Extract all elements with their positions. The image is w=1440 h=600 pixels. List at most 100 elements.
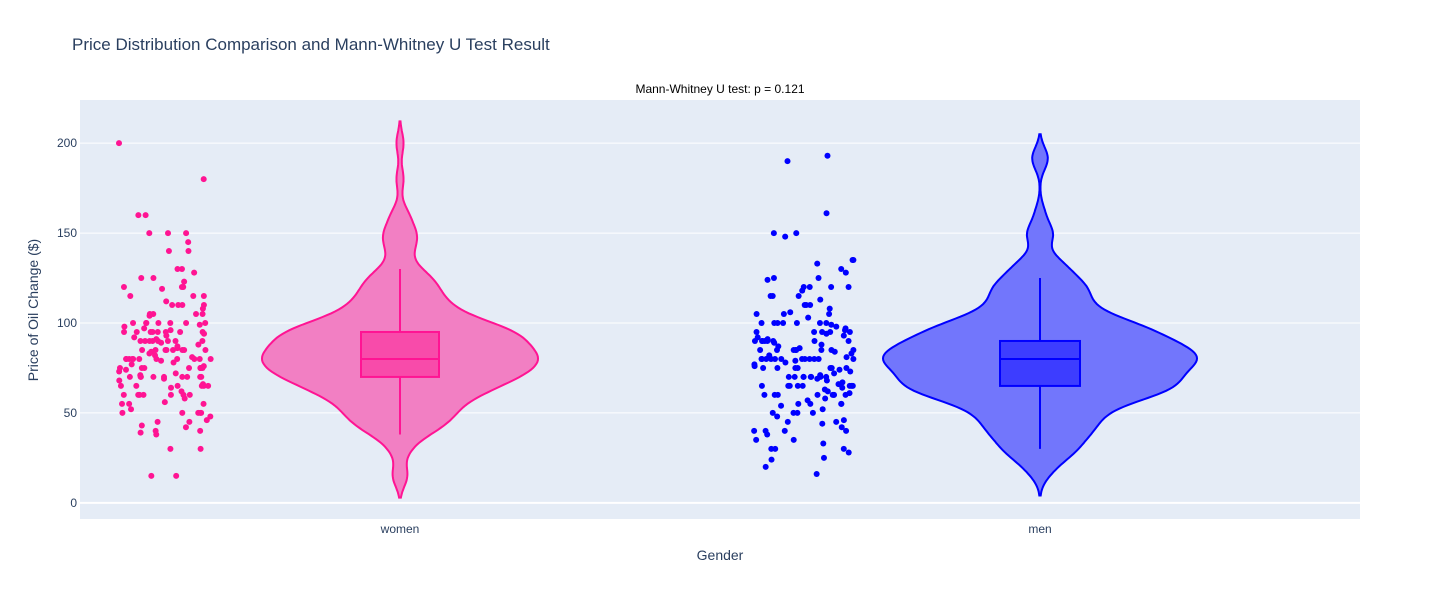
data-point	[828, 284, 835, 291]
data-point	[200, 176, 207, 183]
data-point	[155, 319, 162, 326]
data-point	[782, 359, 789, 366]
data-point	[202, 319, 209, 326]
data-point	[770, 230, 777, 237]
data-point	[199, 305, 206, 312]
data-point	[120, 284, 127, 291]
data-point	[138, 275, 145, 282]
data-point	[120, 391, 127, 398]
data-point	[790, 409, 797, 416]
data-point	[819, 406, 826, 413]
data-point	[202, 346, 209, 353]
data-point	[840, 445, 847, 452]
data-point	[142, 212, 149, 219]
data-point	[835, 381, 842, 388]
data-point	[175, 302, 182, 309]
box-iqr	[360, 330, 440, 378]
data-point	[172, 370, 179, 377]
x-axis-title: Gender	[697, 547, 744, 563]
data-point	[814, 391, 821, 398]
data-point	[819, 420, 826, 427]
y-axis-title: Price of Oil Change ($)	[25, 239, 41, 381]
data-point	[201, 330, 208, 337]
data-point	[186, 364, 193, 371]
data-point	[186, 418, 193, 425]
data-point	[820, 454, 827, 461]
data-point	[138, 364, 145, 371]
data-point	[814, 260, 821, 267]
data-point	[806, 284, 813, 291]
data-point	[811, 355, 818, 362]
data-point	[811, 337, 818, 344]
data-point	[154, 328, 161, 335]
data-point	[165, 248, 172, 255]
data-point	[782, 233, 789, 240]
data-point	[771, 339, 778, 346]
data-point	[135, 212, 142, 219]
data-point	[126, 373, 133, 380]
data-point	[843, 364, 850, 371]
data-point	[154, 418, 161, 425]
data-point	[840, 417, 847, 424]
data-point	[753, 436, 760, 443]
data-point	[123, 355, 130, 362]
data-point	[847, 368, 854, 375]
data-point	[843, 427, 850, 434]
data-point	[133, 328, 140, 335]
data-point	[165, 230, 172, 237]
data-point	[840, 332, 847, 339]
data-point	[784, 418, 791, 425]
data-point	[751, 337, 758, 344]
data-point	[814, 375, 821, 382]
data-point	[143, 319, 150, 326]
data-point	[807, 373, 814, 380]
data-point	[179, 373, 186, 380]
data-point	[811, 328, 818, 335]
data-point	[823, 377, 830, 384]
data-point	[769, 409, 776, 416]
data-point	[751, 363, 758, 370]
data-point	[753, 310, 760, 317]
data-point	[174, 266, 181, 273]
data-point	[791, 373, 798, 380]
data-point	[822, 395, 829, 402]
data-point	[169, 302, 176, 309]
data-point	[182, 424, 189, 431]
data-point	[805, 314, 812, 321]
data-point	[799, 287, 806, 294]
data-point	[758, 319, 765, 326]
data-point	[116, 140, 123, 147]
data-point	[751, 427, 758, 434]
data-point	[158, 357, 165, 364]
data-point	[764, 431, 771, 438]
data-point	[127, 293, 134, 300]
data-point	[137, 373, 144, 380]
data-point	[139, 346, 146, 353]
data-point	[153, 355, 160, 362]
data-point	[199, 364, 206, 371]
data-point	[833, 418, 840, 425]
data-point	[801, 302, 808, 309]
data-point	[198, 373, 205, 380]
data-point	[146, 350, 153, 357]
data-point	[174, 382, 181, 389]
box-iqr	[999, 339, 1081, 387]
data-point	[806, 355, 813, 362]
data-point	[760, 364, 767, 371]
data-point	[181, 278, 188, 285]
data-point	[128, 361, 135, 368]
data-point	[820, 440, 827, 447]
y-tick-label: 200	[57, 136, 77, 150]
data-point	[167, 319, 174, 326]
data-point	[168, 384, 175, 391]
data-point	[815, 355, 822, 362]
data-point	[172, 337, 179, 344]
data-point	[116, 368, 123, 375]
chart-marks	[116, 120, 1199, 499]
data-point	[807, 302, 814, 309]
data-point	[198, 382, 205, 389]
data-point	[137, 337, 144, 344]
data-point	[135, 391, 142, 398]
data-point	[128, 406, 135, 413]
